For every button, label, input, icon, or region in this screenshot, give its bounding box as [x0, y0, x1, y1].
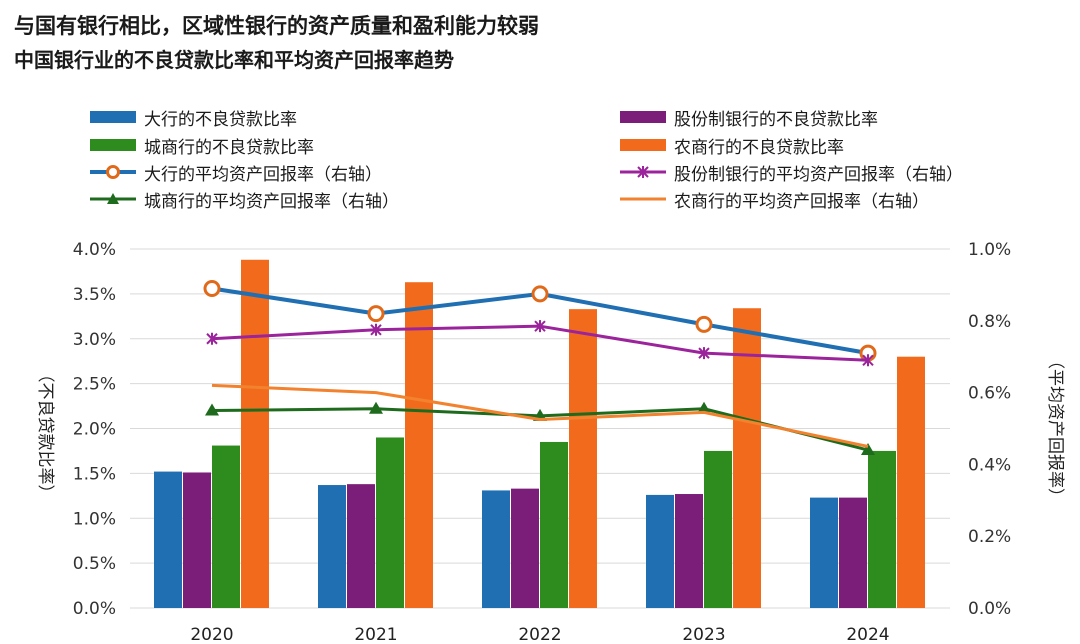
- legend-swatch: [90, 104, 138, 130]
- legend-label: 股份制银行的不良贷款比率: [674, 109, 878, 130]
- legend-swatch: [90, 186, 138, 212]
- legend-label: 农商行的不良贷款比率: [674, 137, 844, 158]
- legend-item: 大行的不良贷款比率: [90, 104, 297, 130]
- line-point: [369, 401, 383, 414]
- legend-item: 农商行的平均资产回报率（右轴）: [620, 186, 929, 212]
- line-point: [861, 443, 875, 456]
- bar: [839, 497, 867, 608]
- legend-swatch: [90, 159, 138, 185]
- bar: [569, 309, 597, 608]
- legend-label: 城商行的平均资产回报率（右轴）: [144, 191, 399, 212]
- legend-item: 农商行的不良贷款比率: [620, 132, 844, 158]
- legend-swatch: [620, 159, 668, 185]
- legend-item: 大行的平均资产回报率（右轴）: [90, 159, 382, 185]
- bar: [810, 497, 838, 608]
- legend-swatch: [620, 104, 668, 130]
- y-right-axis-label: （平均资产回报率）: [1045, 352, 1065, 505]
- bar: [646, 494, 674, 608]
- chart-subtitle: 中国银行业的不良贷款比率和平均资产回报率趋势: [14, 48, 454, 72]
- bar: [376, 437, 404, 608]
- y-right-tick-label: 0.6%: [968, 384, 1011, 404]
- bar: [212, 445, 240, 608]
- y-right-tick-label: 0.4%: [968, 455, 1011, 475]
- line-point: [697, 401, 711, 414]
- y-left-tick-label: 2.0%: [73, 420, 116, 440]
- line-point: [206, 332, 218, 345]
- line-point: [531, 285, 549, 303]
- y-right-tick-label: 0.8%: [968, 312, 1011, 332]
- line-point: [534, 320, 546, 333]
- x-tick-label: 2021: [354, 625, 397, 644]
- bar: [405, 282, 433, 608]
- bar: [154, 471, 182, 608]
- legend-label: 股份制银行的平均资产回报率（右轴）: [674, 164, 963, 185]
- line-point: [698, 347, 710, 360]
- y-left-tick-label: 3.5%: [73, 285, 116, 305]
- y-right-tick-label: 0.2%: [968, 527, 1011, 547]
- chart-legend: 大行的不良贷款比率 股份制银行的不良贷款比率 城商行的不良贷款比率 农商行的不良…: [90, 100, 1070, 220]
- legend-item: 股份制银行的平均资产回报率（右轴）: [620, 159, 963, 185]
- line-point: [205, 403, 219, 416]
- legend-item: 城商行的平均资产回报率（右轴）: [90, 186, 399, 212]
- bar: [183, 472, 211, 608]
- bar: [540, 441, 568, 608]
- legend-swatch: [620, 186, 668, 212]
- y-left-tick-label: 0.5%: [73, 554, 116, 574]
- legend-swatch: [90, 132, 138, 158]
- line-point: [695, 315, 713, 333]
- y-right-tick-label: 1.0%: [968, 240, 1011, 260]
- line-point: [203, 279, 221, 297]
- line-point: [370, 323, 382, 336]
- legend-swatch: [620, 132, 668, 158]
- y-left-tick-label: 1.0%: [73, 509, 116, 529]
- x-tick-label: 2024: [846, 625, 889, 644]
- y-left-tick-label: 3.0%: [73, 330, 116, 350]
- y-left-tick-label: 1.5%: [73, 464, 116, 484]
- bar: [482, 490, 510, 608]
- bar: [511, 488, 539, 608]
- line-point: [367, 305, 385, 323]
- bar: [868, 450, 896, 608]
- x-tick-label: 2020: [190, 625, 233, 644]
- line-point: [862, 354, 874, 367]
- y-left-tick-label: 0.0%: [73, 599, 116, 619]
- y-right-tick-label: 0.0%: [968, 599, 1011, 619]
- x-tick-label: 2023: [682, 625, 725, 644]
- bar: [347, 484, 375, 608]
- x-tick-label: 2022: [518, 625, 561, 644]
- legend-item: 城商行的不良贷款比率: [90, 132, 314, 158]
- legend-label: 大行的不良贷款比率: [144, 109, 297, 130]
- bar: [733, 308, 761, 608]
- series-line: [211, 383, 869, 448]
- y-left-axis-label: （不良贷款比率）: [35, 366, 55, 502]
- y-left-tick-label: 4.0%: [73, 240, 116, 260]
- legend-label: 大行的平均资产回报率（右轴）: [144, 164, 382, 185]
- bar: [897, 356, 925, 608]
- bar: [318, 485, 346, 608]
- bar: [675, 494, 703, 608]
- legend-item: 股份制银行的不良贷款比率: [620, 104, 878, 130]
- bar: [241, 259, 269, 608]
- y-left-tick-label: 2.5%: [73, 375, 116, 395]
- legend-label: 城商行的不良贷款比率: [144, 137, 314, 158]
- chart-title: 与国有银行相比，区域性银行的资产质量和盈利能力较弱: [14, 14, 539, 38]
- legend-label: 农商行的平均资产回报率（右轴）: [674, 191, 929, 212]
- bar: [704, 450, 732, 608]
